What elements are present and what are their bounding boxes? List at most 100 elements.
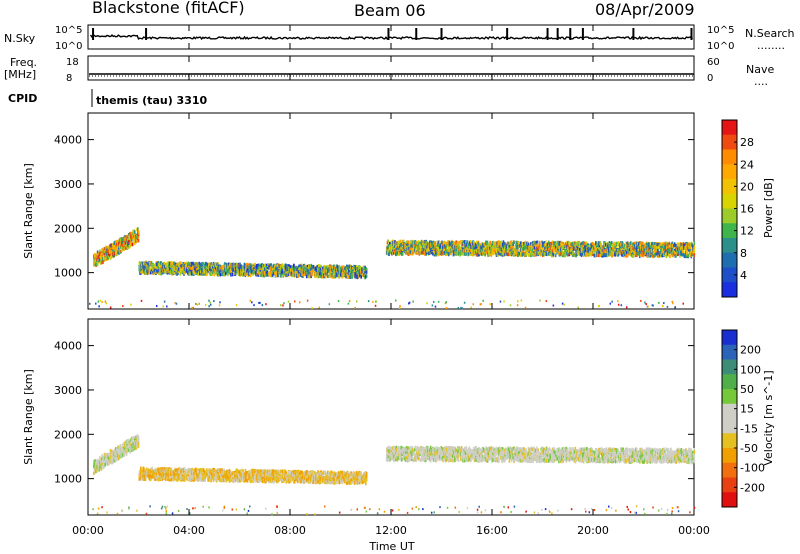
- data-cell: [352, 266, 354, 271]
- data-cell: [454, 248, 456, 253]
- data-cell: [522, 252, 524, 256]
- data-cell: [445, 307, 448, 310]
- data-cell: [408, 301, 411, 304]
- data-cell: [520, 253, 522, 257]
- data-cell: [191, 306, 193, 309]
- data-cell: [140, 267, 142, 272]
- data-cell: [394, 299, 397, 302]
- data-cell: [600, 243, 602, 248]
- data-cell: [402, 239, 405, 244]
- data-cell: [336, 265, 339, 269]
- data-cell: [302, 272, 304, 277]
- data-cell: [285, 270, 288, 274]
- data-cell: [640, 299, 642, 302]
- data-cell: [604, 242, 607, 247]
- data-cell: [213, 300, 215, 303]
- data-cell: [410, 249, 413, 253]
- data-cell: [552, 304, 555, 307]
- data-cell: [342, 274, 344, 278]
- data-cell: [516, 246, 519, 250]
- data-cell: [354, 271, 356, 276]
- data-cell: [174, 302, 177, 305]
- data-cell: [249, 271, 251, 276]
- data-cell: [133, 230, 136, 234]
- data-cell: [136, 227, 139, 231]
- data-cell: [104, 300, 107, 303]
- data-cell: [501, 246, 504, 251]
- data-cell: [155, 305, 158, 308]
- data-cell: [118, 246, 120, 250]
- station-title: Blackstone (fitACF): [92, 0, 245, 17]
- data-cell: [117, 445, 119, 449]
- data-cell: [662, 305, 664, 308]
- data-cell: [204, 303, 207, 306]
- data-cell: [354, 306, 356, 309]
- data-cell: [513, 240, 515, 244]
- data-cell: [163, 261, 166, 266]
- data-cell: [161, 270, 164, 275]
- data-cell: [130, 239, 133, 244]
- data-cell: [437, 300, 440, 303]
- data-cell: [398, 306, 401, 309]
- data-cell: [524, 240, 527, 245]
- data-cell: [355, 274, 357, 279]
- data-cell: [365, 267, 368, 272]
- data-cell: [498, 245, 501, 249]
- data-cell: [111, 243, 114, 247]
- data-cell: [298, 301, 301, 304]
- data-cell: [247, 263, 250, 267]
- nsearch-label: N.Search: [745, 27, 795, 40]
- data-cell: [190, 269, 192, 273]
- data-cell: [509, 304, 512, 307]
- data-cell: [237, 272, 240, 276]
- data-cell: [130, 231, 132, 236]
- data-cell: [516, 249, 519, 253]
- data-cell: [348, 300, 351, 303]
- data-cell: [419, 250, 421, 255]
- data-cell: [180, 261, 182, 265]
- data-cell: [265, 263, 268, 268]
- data-cell: [336, 273, 338, 278]
- nave-linestyle: ....: [754, 75, 768, 88]
- data-cell: [687, 253, 690, 258]
- data-cell: [104, 462, 107, 467]
- data-cell: [171, 267, 173, 272]
- data-cell: [443, 250, 446, 255]
- data-cell: [668, 241, 671, 246]
- data-cell: [625, 306, 628, 309]
- data-cell: [293, 263, 295, 268]
- data-cell: [480, 303, 482, 306]
- data-cell: [393, 249, 396, 253]
- data-cell: [660, 242, 662, 246]
- data-cell: [520, 251, 522, 255]
- data-cell: [324, 269, 326, 273]
- data-cell: [512, 242, 515, 246]
- data-cell: [359, 265, 362, 270]
- data-cell: [437, 252, 440, 256]
- data-cell: [625, 254, 627, 258]
- data-cell: [93, 471, 95, 475]
- data-cell: [158, 266, 161, 270]
- data-cell: [693, 241, 696, 246]
- data-cell: [196, 303, 199, 306]
- data-cell: [512, 244, 515, 249]
- data-cell: [620, 304, 623, 307]
- data-cell: [450, 251, 452, 256]
- data-cell: [300, 264, 303, 269]
- data-cell: [429, 245, 431, 250]
- data-cell: [310, 267, 313, 271]
- data-cell: [609, 302, 612, 305]
- data-cell: [344, 272, 347, 277]
- data-cell: [447, 240, 449, 245]
- data-cell: [611, 300, 613, 303]
- data-cell: [448, 252, 450, 257]
- data-cell: [287, 300, 290, 303]
- data-cell: [617, 303, 620, 306]
- data-cell: [617, 300, 619, 303]
- freq-rtick-top: 60: [707, 57, 720, 68]
- data-cell: [168, 268, 171, 273]
- data-cell: [458, 242, 461, 247]
- data-cell: [261, 304, 264, 307]
- data-cell: [141, 270, 144, 274]
- data-cell: [573, 253, 575, 257]
